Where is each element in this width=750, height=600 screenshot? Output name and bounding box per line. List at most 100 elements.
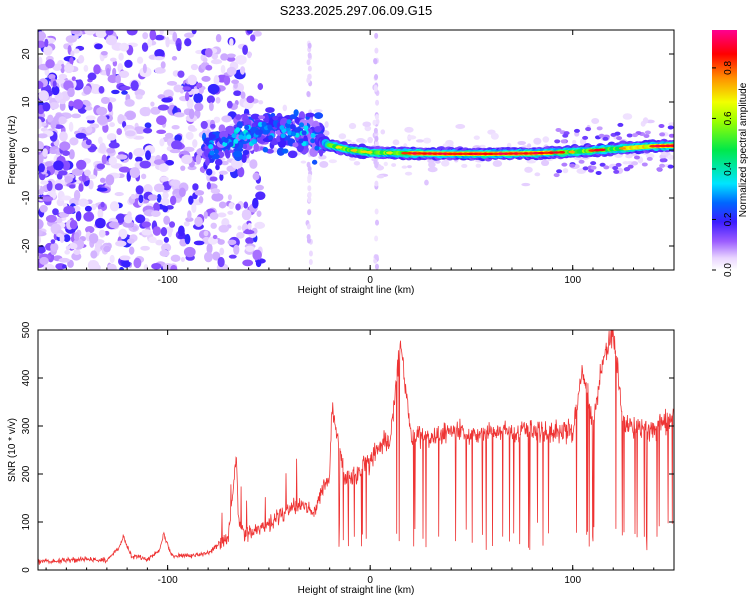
y-tick-label: 300 — [21, 417, 32, 434]
heatmap-cell — [415, 139, 424, 143]
heatmap-cell — [192, 139, 198, 148]
heatmap-cell — [314, 145, 320, 151]
heatmap-cell — [632, 133, 639, 138]
heatmap-cell — [267, 124, 273, 130]
heatmap-cell — [591, 118, 600, 125]
heatmap-cell — [385, 151, 393, 155]
heatmap-cell — [119, 266, 125, 270]
heatmap-cell — [194, 216, 203, 227]
heatmap-cell — [254, 221, 266, 229]
heatmap-cell — [364, 125, 372, 132]
heatmap-cell — [125, 112, 136, 119]
heatmap-cell — [228, 202, 235, 210]
heatmap-cell — [96, 115, 108, 125]
heatmap-cell — [243, 201, 249, 209]
heatmap-cell — [250, 34, 256, 42]
heatmap-cell — [306, 90, 311, 97]
heatmap-cell — [585, 127, 592, 132]
heatmap-cell — [373, 85, 378, 92]
x-tick-label: 0 — [367, 575, 373, 586]
heatmap-cell — [582, 135, 589, 140]
heatmap-cell — [109, 254, 115, 264]
heatmap-cell — [553, 173, 560, 178]
heatmap-cell — [253, 143, 260, 152]
heatmap-cell — [152, 202, 160, 213]
heatmap-cell — [233, 138, 239, 144]
heatmap-cell — [547, 151, 555, 154]
heatmap-cell — [350, 149, 358, 152]
heatmap-cell — [167, 227, 173, 238]
heatmap-cell — [38, 235, 41, 245]
heatmap-cell — [534, 172, 541, 177]
heatmap-cell — [237, 225, 242, 231]
heatmap-cell — [141, 229, 152, 236]
heatmap-cell — [401, 151, 409, 155]
heatmap-cell — [88, 174, 97, 180]
heatmap-cell — [562, 168, 569, 174]
heatmap-cell — [615, 162, 622, 167]
heatmap-cell — [517, 140, 526, 146]
heatmap-cell — [68, 149, 75, 160]
heatmap-cell — [84, 106, 93, 111]
heatmap-cell — [257, 121, 263, 127]
heatmap-cell — [210, 123, 216, 129]
heatmap-cell — [461, 163, 468, 168]
heatmap-cell — [139, 106, 151, 117]
heatmap-cell — [451, 152, 459, 156]
heatmap-cell — [623, 167, 630, 172]
heatmap-cell — [654, 144, 662, 148]
heatmap-cell — [217, 212, 227, 218]
heatmap-cell — [235, 203, 241, 211]
y-tick-label: 100 — [21, 513, 32, 530]
heatmap-cell — [497, 152, 505, 156]
heatmap-cell — [572, 139, 577, 145]
heatmap-cell — [235, 127, 241, 133]
heatmap-cell — [71, 76, 76, 81]
heatmap-cell — [475, 163, 482, 168]
heatmap-cell — [374, 73, 379, 80]
heatmap-cell — [191, 202, 197, 214]
heatmap-cell — [70, 30, 81, 35]
heatmap-cell — [643, 133, 650, 138]
heatmap-cell — [218, 224, 229, 233]
heatmap-cell — [383, 161, 388, 167]
heatmap-cell — [135, 185, 144, 195]
heatmap-cell — [61, 195, 72, 201]
heatmap-cell — [314, 125, 322, 133]
heatmap-cell — [38, 163, 45, 173]
heatmap-cell — [641, 162, 648, 167]
heatmap-cell — [424, 179, 429, 186]
heatmap-cell — [423, 137, 432, 144]
heatmap-cell — [335, 146, 343, 149]
heatmap-cell — [245, 237, 255, 245]
heatmap-cell — [256, 210, 262, 217]
heatmap-cell — [618, 147, 626, 150]
heatmap-cell — [582, 166, 589, 171]
heatmap-cell — [59, 131, 68, 142]
heatmap-cell — [251, 139, 257, 145]
heatmap-cell — [411, 152, 419, 155]
heatmap-cell — [246, 134, 252, 140]
heatmap-cell — [574, 156, 583, 161]
heatmap-cell — [265, 107, 275, 113]
heatmap-cell — [187, 210, 192, 220]
heatmap-cell — [233, 90, 242, 97]
heatmap-cell — [118, 52, 124, 61]
heatmap-cell — [344, 139, 352, 143]
heatmap-cell — [212, 251, 221, 261]
heatmap-cell — [279, 125, 285, 131]
x-tick-label: -100 — [158, 575, 178, 586]
heatmap-cell — [313, 109, 323, 113]
heatmap-cell — [153, 159, 165, 165]
heatmap-cell — [203, 211, 208, 219]
heatmap-cell — [374, 235, 379, 242]
heatmap-cell — [446, 152, 454, 156]
heatmap-cell — [118, 70, 130, 78]
heatmap-cell — [59, 101, 66, 112]
heatmap-cell — [614, 131, 621, 136]
heatmap-cell — [112, 67, 117, 76]
heatmap-cell — [83, 64, 89, 72]
heatmap-cell — [147, 38, 153, 48]
heatmap-cell — [455, 123, 466, 129]
heatmap-cell — [38, 90, 49, 102]
